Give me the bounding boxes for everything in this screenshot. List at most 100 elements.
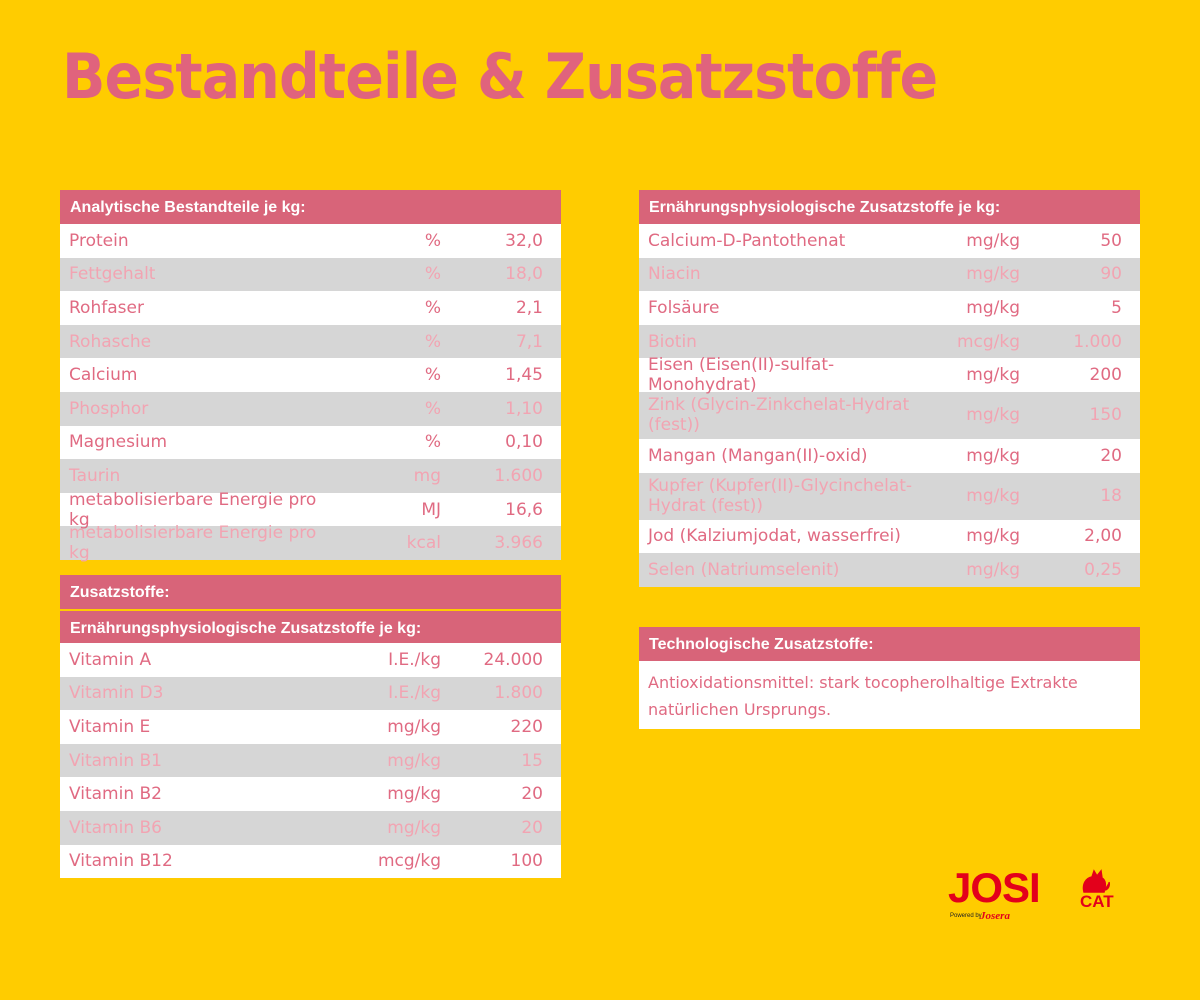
- table-row: Fettgehalt% 18,0: [60, 257, 561, 292]
- row-unit: mg/kg: [966, 365, 1020, 386]
- row-name: Fettgehalt: [69, 264, 156, 285]
- row-name: Calcium: [69, 365, 138, 386]
- row-name: Selen (Natriumselenit): [648, 559, 840, 580]
- row-name: Vitamin B6: [69, 817, 163, 838]
- row-unit: mg/kg: [387, 784, 441, 805]
- table-row: Zink (Glycin-Zinkchelat-Hydrat (fest)) mg…: [639, 391, 1140, 439]
- row-unit: mg/kg: [966, 445, 1020, 466]
- row-value: 1,45: [505, 365, 543, 386]
- table-row: Biotin mcg/kg 1.000: [639, 324, 1140, 359]
- logo-main-text: JOSI: [948, 864, 1041, 911]
- table-row: Vitamin B12 mcg/kg 100: [60, 844, 561, 879]
- josi-cat-logo: JOSI CAT Powered by Josera: [948, 864, 1128, 926]
- row-name: Vitamin D3: [69, 683, 164, 704]
- row-name: Zink (Glycin-Zinkchelat-Hydrat (fest)): [648, 395, 910, 436]
- row-unit: mcg/kg: [377, 851, 441, 872]
- page-title: Bestandteile & Zusatzstoffe: [62, 40, 938, 113]
- logo-powered-text: Powered by: [950, 913, 982, 919]
- technological-text: Antioxidationsmittel: stark tocopherolha…: [639, 661, 1140, 729]
- row-unit: %: [424, 365, 441, 386]
- nutritional-header: Ernährungsphysiologische Zusatzstoffe je…: [639, 190, 1140, 224]
- row-unit: mcg/kg: [956, 331, 1020, 352]
- row-name: Jod (Kalziumjodat, wasserfrei): [648, 526, 901, 547]
- cat-icon: [1082, 869, 1110, 893]
- table-row: Vitamin B2 mg/kg 20: [60, 777, 561, 811]
- row-unit: I.E./kg: [388, 649, 441, 670]
- row-unit: kcal: [406, 533, 441, 554]
- row-unit: mg/kg: [966, 405, 1020, 426]
- row-value: 20: [521, 784, 543, 805]
- row-unit: %: [424, 264, 441, 285]
- additives-panel: Zusatzstoffe: Ernährungsphysiologische Z…: [60, 575, 561, 879]
- row-name: Biotin: [648, 331, 697, 352]
- row-value: 1.000: [1073, 331, 1122, 352]
- row-value: 20: [1100, 445, 1122, 466]
- table-row: Rohasche% 7,1: [60, 324, 561, 359]
- row-name: Vitamin B12: [69, 851, 173, 872]
- row-name: Magnesium: [69, 432, 168, 453]
- row-name: Vitamin E: [69, 716, 151, 737]
- row-unit: mg/kg: [966, 230, 1020, 251]
- row-name: Rohasche: [69, 331, 152, 352]
- row-value: 0,25: [1084, 559, 1122, 580]
- row-name: metabolisierbare Energie pro kg: [69, 489, 317, 530]
- table-row: Jod (Kalziumjodat, wasserfrei) mg/kg 2,00: [639, 519, 1140, 554]
- row-unit: mg/kg: [966, 526, 1020, 547]
- table-row: Vitamin B6 mg/kg 20: [60, 810, 561, 845]
- row-name: Kupfer (Kupfer(II)-Glycinchelat-Hydrat (…: [648, 476, 913, 517]
- row-name: Rohfaser: [69, 297, 144, 318]
- row-name: Protein: [69, 230, 129, 251]
- additives-subheader: Ernährungsphysiologische Zusatzstoffe je…: [60, 609, 561, 643]
- row-value: 24.000: [483, 649, 543, 670]
- row-value: 18,0: [505, 264, 543, 285]
- nutritional-panel: Ernährungsphysiologische Zusatzstoffe je…: [639, 190, 1140, 587]
- table-row: Mangan (Mangan(II)-oxid) mg/kg 20: [639, 438, 1140, 473]
- row-value: 1.800: [494, 683, 543, 704]
- row-name: Calcium-D-Pantothenat: [648, 230, 846, 251]
- row-name: Eisen (Eisen(II)-sulfat-Monohydrat): [648, 355, 835, 396]
- row-value: 200: [1089, 365, 1122, 386]
- row-unit: I.E./kg: [388, 683, 441, 704]
- row-name: Vitamin B2: [69, 784, 163, 805]
- row-unit: mg/kg: [387, 817, 441, 838]
- table-row: Calcium-D-Pantothenat mg/kg 50: [639, 224, 1140, 258]
- row-value: 5: [1111, 297, 1122, 318]
- row-unit: mg/kg: [387, 750, 441, 771]
- row-value: 0,10: [505, 432, 543, 453]
- table-row: Calcium% 1,45: [60, 358, 561, 392]
- row-name: Phosphor: [69, 398, 149, 419]
- row-unit: mg/kg: [387, 716, 441, 737]
- row-unit: %: [424, 230, 441, 251]
- row-value: 90: [1100, 264, 1122, 285]
- table-row: Vitamin E mg/kg 220: [60, 710, 561, 744]
- row-unit: %: [424, 331, 441, 352]
- row-unit: mg/kg: [966, 297, 1020, 318]
- row-name: Vitamin B1: [69, 750, 163, 771]
- analytic-panel: Analytische Bestandteile je kg: Protein%…: [60, 190, 561, 564]
- table-row: metabolisierbare Energie pro kg MJ 16,6: [60, 489, 561, 530]
- additives-header: Zusatzstoffe:: [60, 575, 561, 609]
- row-value: 50: [1100, 230, 1122, 251]
- row-value: 100: [510, 851, 543, 872]
- row-unit: %: [424, 432, 441, 453]
- table-row: Rohfaser% 2,1: [60, 291, 561, 325]
- row-value: 2,00: [1084, 526, 1122, 547]
- row-value: 1.600: [494, 465, 543, 486]
- table-row: Selen (Natriumselenit) mg/kg 0,25: [639, 553, 1140, 587]
- table-row: Vitamin D3 I.E./kg 1.800: [60, 676, 561, 711]
- row-value: 1,10: [505, 398, 543, 419]
- row-name: Mangan (Mangan(II)-oxid): [648, 445, 868, 466]
- row-value: 220: [510, 716, 543, 737]
- table-row: Vitamin B1 mg/kg 15: [60, 743, 561, 778]
- logo-cat-text: CAT: [1080, 892, 1114, 911]
- row-unit: mg/kg: [966, 264, 1020, 285]
- table-row: Kupfer (Kupfer(II)-Glycinchelat-Hydrat (…: [639, 472, 1140, 520]
- row-name: metabolisierbare Energie pro kg: [69, 523, 317, 564]
- table-row: Protein% 32,0: [60, 224, 561, 258]
- row-name: Taurin: [69, 465, 121, 486]
- analytic-header: Analytische Bestandteile je kg:: [60, 190, 561, 224]
- row-name: Vitamin A: [69, 649, 152, 670]
- row-value: 15: [521, 750, 543, 771]
- technological-header: Technologische Zusatzstoffe:: [639, 627, 1140, 661]
- row-value: 2,1: [515, 297, 543, 318]
